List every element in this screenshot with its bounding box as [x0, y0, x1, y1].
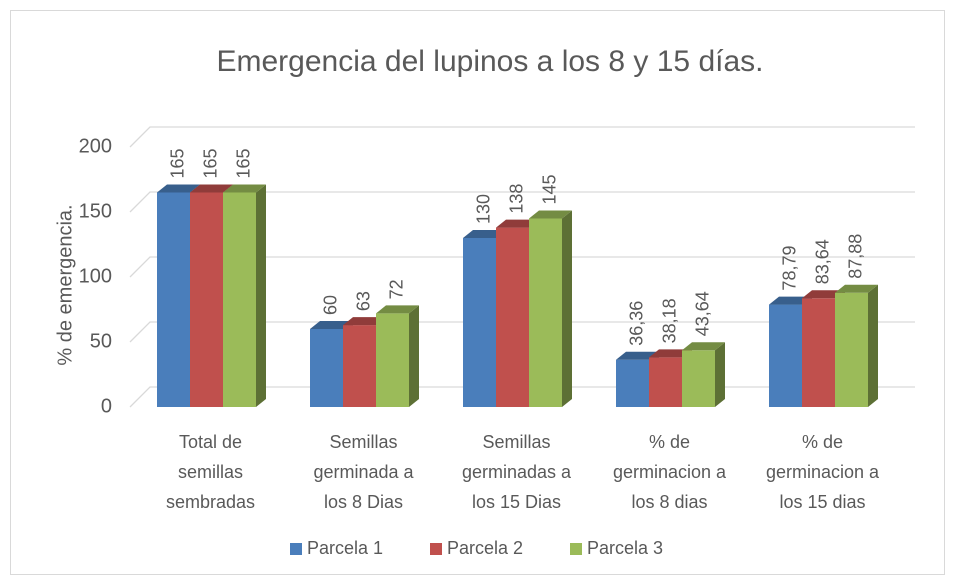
bar-top — [223, 184, 266, 193]
bar — [496, 227, 529, 407]
legend-label: Parcela 1 — [307, 538, 383, 558]
data-label: 87,88 — [845, 234, 865, 279]
bar — [682, 350, 715, 407]
data-label: 43,64 — [692, 291, 712, 336]
y-tick-label: 200 — [79, 135, 112, 157]
bar-top — [769, 296, 812, 305]
grid-line — [129, 126, 915, 148]
data-label: 83,64 — [812, 239, 832, 284]
bar — [769, 304, 802, 407]
bar-top — [835, 284, 878, 293]
y-tick-label: 50 — [90, 330, 112, 352]
bar-top — [682, 342, 725, 351]
legend-swatch — [570, 543, 582, 555]
chart-title: Emergencia del lupinos a los 8 y 15 días… — [217, 45, 764, 78]
bar — [223, 192, 256, 407]
bar — [802, 298, 835, 407]
bar-side — [868, 284, 878, 407]
data-label: 63 — [353, 291, 373, 311]
x-tick-label: % de germinacion a los 15 dias — [765, 432, 880, 512]
grid-line — [129, 191, 915, 213]
bar-top — [376, 305, 419, 314]
bar-top — [190, 184, 233, 193]
bar-top — [463, 230, 506, 238]
legend-label: Parcela 2 — [447, 538, 523, 558]
legend-swatch — [430, 543, 442, 555]
bar-3d — [529, 210, 572, 407]
y-tick-label: 150 — [79, 200, 112, 222]
bar — [529, 218, 562, 407]
bar-top — [529, 210, 572, 219]
bar-side — [409, 305, 419, 407]
bar-top — [802, 290, 845, 299]
bar-side — [715, 342, 725, 407]
bar-top — [310, 321, 353, 329]
data-label: 165 — [200, 148, 220, 178]
grid-line — [129, 321, 915, 343]
bar — [463, 238, 496, 407]
bar-3d — [223, 184, 266, 407]
data-label: 145 — [539, 174, 559, 204]
y-tick-label: 100 — [79, 265, 112, 287]
bar-3d — [835, 284, 878, 407]
x-tick-label: % de germinacion a los 8 dias — [612, 432, 727, 512]
bar-side — [562, 210, 572, 407]
data-label: 60 — [320, 295, 340, 315]
bar-side — [256, 184, 266, 407]
y-tick-label: 0 — [101, 395, 112, 417]
bar — [157, 192, 190, 407]
bar-top — [343, 317, 386, 326]
bar — [376, 313, 409, 407]
data-label: 130 — [473, 194, 493, 224]
data-label: 38,18 — [659, 298, 679, 343]
legend-label: Parcela 3 — [587, 538, 663, 558]
x-tick-label: Semillas germinada a los 8 Dias — [313, 432, 414, 512]
data-label: 165 — [167, 148, 187, 178]
legend-swatch — [290, 543, 302, 555]
bar-3d — [376, 305, 419, 407]
data-label: 165 — [233, 148, 253, 178]
bar-top — [496, 219, 539, 228]
y-axis-title: % de emergencia. — [54, 204, 76, 365]
data-label: 138 — [506, 184, 526, 214]
bar-top — [157, 184, 200, 193]
bar-top — [616, 351, 659, 360]
bar — [190, 192, 223, 407]
bar — [649, 357, 682, 407]
bar — [310, 329, 343, 407]
x-tick-label: Total de semillas sembradas — [165, 432, 256, 512]
x-tick-label: Semillas germinadas a los 15 Dias — [461, 432, 572, 512]
bar-top — [649, 349, 692, 358]
bar-3d — [682, 342, 725, 407]
data-label: 36,36 — [626, 301, 646, 346]
data-label: 78,79 — [779, 246, 799, 291]
bar — [835, 292, 868, 407]
grid-line — [129, 256, 915, 278]
bar — [616, 359, 649, 407]
bar — [343, 325, 376, 407]
data-label: 72 — [386, 279, 406, 299]
